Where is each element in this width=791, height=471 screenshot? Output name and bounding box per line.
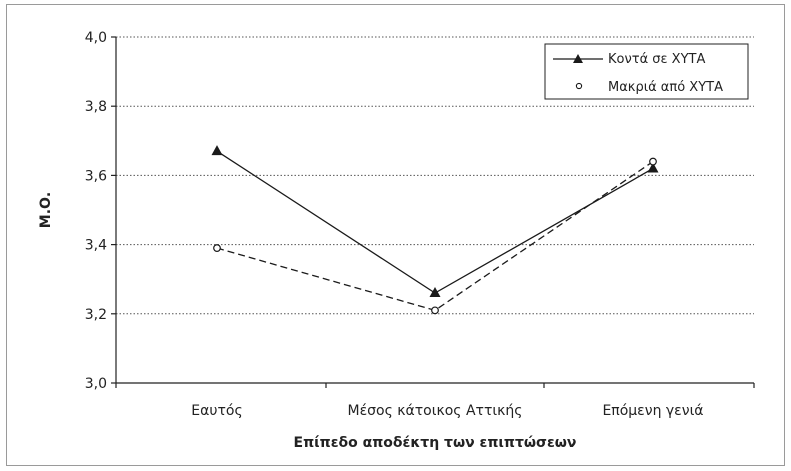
legend-marker-circle (575, 82, 583, 90)
x-tick-label: Επόμενη γενιά (602, 403, 703, 419)
legend-label-far: Μακριά από ΧΥΤΑ (608, 80, 723, 95)
legend-label-near: Κοντά σε ΧΥΤΑ (608, 52, 705, 67)
y-tick-label: 4,0 (85, 30, 107, 46)
y-tick-labels: 3,0 3,2 3,4 3,6 3,8 4,0 (85, 30, 116, 392)
data-point-circle (649, 157, 657, 166)
data-point-circle (431, 306, 439, 315)
legend-box (544, 43, 749, 100)
x-tick-labels: Εαυτός Μέσος κάτοικος Αττικής Επόμενη γενι… (115, 383, 755, 419)
data-point-triangle (211, 145, 223, 156)
x-tick-label: Εαυτός (191, 403, 242, 419)
y-tick-label: 3,0 (85, 376, 107, 392)
legend-marker-triangle (573, 54, 583, 63)
y-tick-label: 3,8 (85, 99, 107, 115)
y-tick-label: 3,4 (85, 238, 107, 254)
series-group (211, 145, 659, 315)
data-point-triangle (429, 287, 441, 298)
legend: Κοντά σε ΧΥΤΑ Μακριά από ΧΥΤΑ (544, 43, 749, 100)
x-tick-label: Μέσος κάτοικος Αττικής (348, 403, 523, 419)
x-axis-title: Επίπεδο αποδέκτη των επιπτώσεων (294, 435, 577, 451)
axes (115, 37, 754, 384)
data-point-triangle (647, 162, 659, 173)
series-line (216, 150, 654, 294)
y-axis-title: Μ.Ο. (38, 192, 54, 228)
y-tick-label: 3,2 (85, 307, 107, 323)
y-tick-label: 3,6 (85, 168, 107, 184)
data-point-circle (213, 244, 221, 252)
